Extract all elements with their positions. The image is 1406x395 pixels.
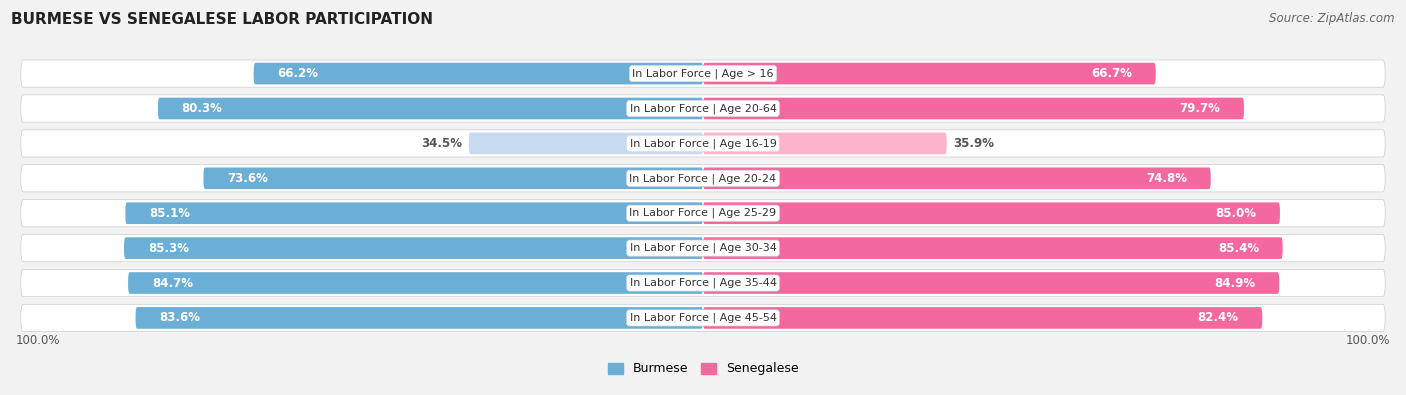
FancyBboxPatch shape bbox=[468, 133, 703, 154]
Text: 85.3%: 85.3% bbox=[148, 242, 188, 255]
Text: 84.9%: 84.9% bbox=[1215, 276, 1256, 290]
FancyBboxPatch shape bbox=[703, 307, 1263, 329]
Legend: Burmese, Senegalese: Burmese, Senegalese bbox=[603, 357, 803, 380]
Text: 79.7%: 79.7% bbox=[1180, 102, 1220, 115]
FancyBboxPatch shape bbox=[703, 133, 946, 154]
Text: 80.3%: 80.3% bbox=[181, 102, 222, 115]
FancyBboxPatch shape bbox=[21, 304, 1385, 331]
FancyBboxPatch shape bbox=[253, 63, 703, 85]
FancyBboxPatch shape bbox=[21, 235, 1385, 262]
FancyBboxPatch shape bbox=[21, 95, 1385, 122]
Text: BURMESE VS SENEGALESE LABOR PARTICIPATION: BURMESE VS SENEGALESE LABOR PARTICIPATIO… bbox=[11, 12, 433, 27]
Text: 85.0%: 85.0% bbox=[1215, 207, 1256, 220]
Text: In Labor Force | Age 20-24: In Labor Force | Age 20-24 bbox=[630, 173, 776, 184]
FancyBboxPatch shape bbox=[703, 272, 1279, 294]
FancyBboxPatch shape bbox=[125, 202, 703, 224]
FancyBboxPatch shape bbox=[204, 167, 703, 189]
FancyBboxPatch shape bbox=[128, 272, 703, 294]
Text: 34.5%: 34.5% bbox=[420, 137, 463, 150]
FancyBboxPatch shape bbox=[703, 237, 1282, 259]
FancyBboxPatch shape bbox=[21, 60, 1385, 87]
Text: 100.0%: 100.0% bbox=[15, 333, 60, 346]
Text: In Labor Force | Age 45-54: In Labor Force | Age 45-54 bbox=[630, 313, 776, 323]
Text: In Labor Force | Age > 16: In Labor Force | Age > 16 bbox=[633, 68, 773, 79]
Text: In Labor Force | Age 20-64: In Labor Force | Age 20-64 bbox=[630, 103, 776, 114]
FancyBboxPatch shape bbox=[703, 98, 1244, 119]
FancyBboxPatch shape bbox=[157, 98, 703, 119]
Text: 84.7%: 84.7% bbox=[152, 276, 193, 290]
FancyBboxPatch shape bbox=[21, 269, 1385, 297]
Text: 85.4%: 85.4% bbox=[1218, 242, 1258, 255]
Text: In Labor Force | Age 16-19: In Labor Force | Age 16-19 bbox=[630, 138, 776, 149]
Text: 66.7%: 66.7% bbox=[1091, 67, 1132, 80]
Text: 82.4%: 82.4% bbox=[1198, 311, 1239, 324]
FancyBboxPatch shape bbox=[135, 307, 703, 329]
FancyBboxPatch shape bbox=[703, 167, 1211, 189]
Text: 85.1%: 85.1% bbox=[149, 207, 190, 220]
Text: 74.8%: 74.8% bbox=[1146, 172, 1187, 185]
Text: 100.0%: 100.0% bbox=[1346, 333, 1391, 346]
Text: 83.6%: 83.6% bbox=[159, 311, 200, 324]
Text: In Labor Force | Age 30-34: In Labor Force | Age 30-34 bbox=[630, 243, 776, 253]
Text: Source: ZipAtlas.com: Source: ZipAtlas.com bbox=[1270, 12, 1395, 25]
FancyBboxPatch shape bbox=[703, 202, 1279, 224]
Text: 66.2%: 66.2% bbox=[277, 67, 318, 80]
Text: 35.9%: 35.9% bbox=[953, 137, 994, 150]
FancyBboxPatch shape bbox=[21, 165, 1385, 192]
FancyBboxPatch shape bbox=[124, 237, 703, 259]
Text: In Labor Force | Age 35-44: In Labor Force | Age 35-44 bbox=[630, 278, 776, 288]
FancyBboxPatch shape bbox=[21, 130, 1385, 157]
Text: In Labor Force | Age 25-29: In Labor Force | Age 25-29 bbox=[630, 208, 776, 218]
Text: 73.6%: 73.6% bbox=[228, 172, 269, 185]
FancyBboxPatch shape bbox=[703, 63, 1156, 85]
FancyBboxPatch shape bbox=[21, 199, 1385, 227]
